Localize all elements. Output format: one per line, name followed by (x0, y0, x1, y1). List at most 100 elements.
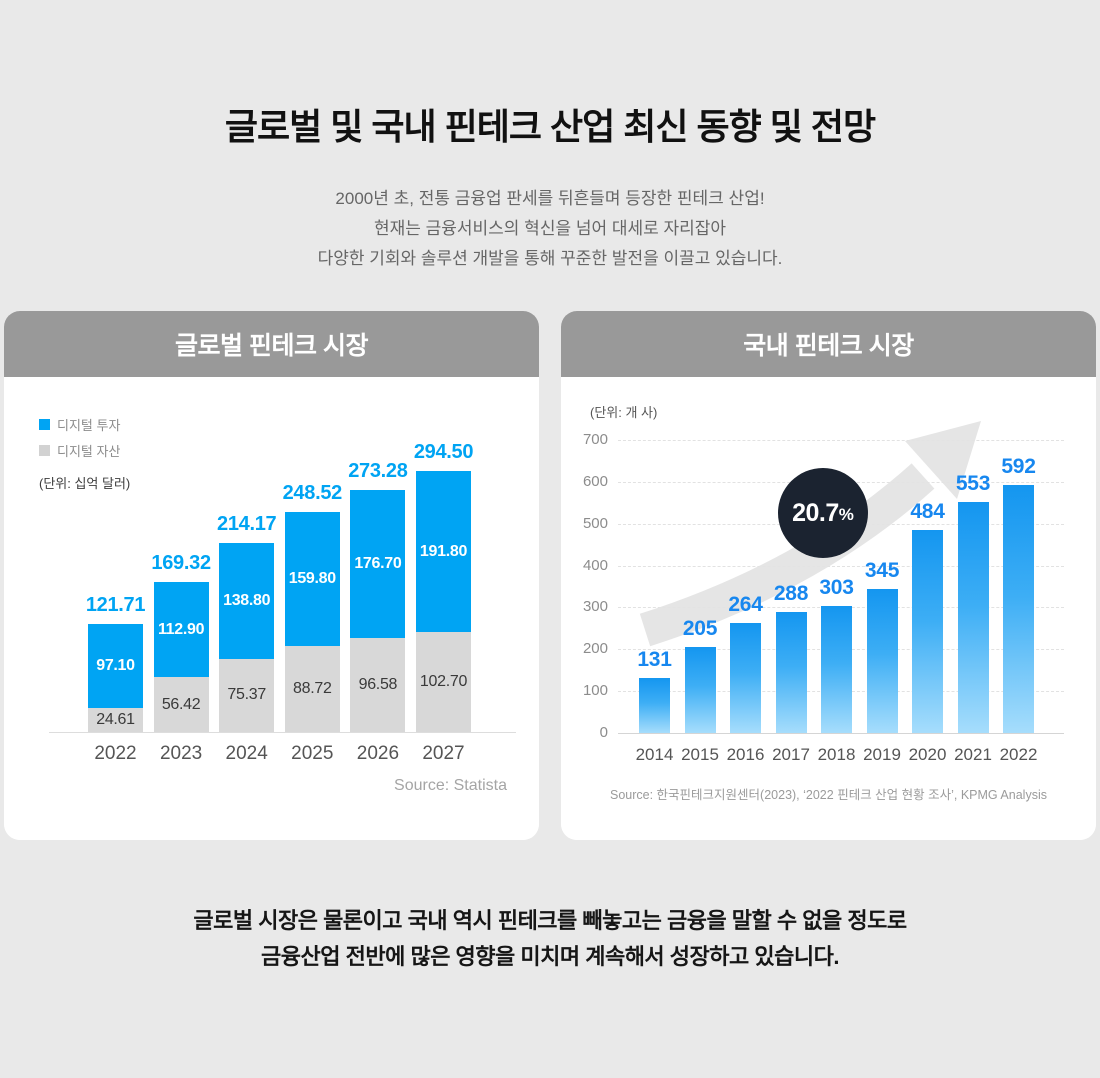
gridline-0 (618, 733, 1064, 734)
footer-line: 글로벌 시장은 물론이고 국내 역시 핀테크를 빼놓고는 금융을 말할 수 없을… (193, 908, 907, 933)
domestic-bar-value-label: 131 (637, 648, 672, 672)
domestic-bar-year-label: 2021 (954, 745, 992, 764)
global-bar-asset-segment: 24.61 (88, 708, 143, 732)
domestic-bar-value-label: 345 (864, 558, 900, 582)
global-bar-total-label: 273.28 (348, 460, 408, 483)
ytick-label-600: 600 (582, 472, 608, 490)
global-bar-asset-segment: 56.42 (153, 677, 209, 732)
legend-label-digital-investment: 디지털 투자 (57, 418, 121, 433)
domestic-bar-year-label: 2016 (726, 745, 765, 764)
global-bar-invest-segment: 176.70 (350, 490, 406, 639)
gridline-400 (618, 565, 1064, 567)
global-bar-total-label: 294.50 (413, 441, 474, 464)
legend-item-digital-investment: 디지털 투자 (39, 415, 130, 434)
legend-swatch-blue (39, 419, 50, 430)
global-bar-2025: 248.52 159.80 88.72 2025 (283, 482, 343, 764)
domestic-bar-year-label: 2015 (681, 745, 719, 764)
ytick-label-100: 100 (582, 682, 608, 700)
subtitle-line: 다양한 기회와 솔루션 개발을 통해 꾸준한 발전을 이끌고 있습니다. (317, 249, 783, 268)
header-section: 글로벌 및 국내 핀테크 산업 최신 동향 및 전망 2000년 초, 전통 금… (0, 0, 1100, 274)
growth-badge: 20.7 % (778, 468, 868, 558)
global-bar-total-label: 169.32 (151, 552, 211, 575)
global-bar-total-label: 121.71 (85, 594, 146, 617)
global-bar-2024: 214.17 138.80 75.37 2024 (217, 513, 277, 765)
domestic-chart-source: Source: 한국핀테크지원센터(2023), ‘2022 핀테크 산업 현황… (610, 788, 1047, 802)
global-bar-invest-segment: 97.10 (88, 624, 143, 709)
global-chart-legend: 디지털 투자 디지털 자산 (단위: 십억 달러) (39, 415, 130, 492)
domestic-bar-year-label: 2019 (863, 745, 901, 764)
domestic-bar-2016: 264 2016 (727, 593, 765, 765)
footer-line: 금융산업 전반에 많은 영향을 미치며 계속해서 성장하고 있습니다. (261, 944, 839, 969)
domestic-bar-2015: 205 2015 (681, 617, 719, 764)
legend-label-digital-asset: 디지털 자산 (57, 444, 121, 459)
domestic-bar-value-label: 592 (1001, 455, 1036, 479)
domestic-bar-2017: 288 2017 (772, 582, 810, 764)
global-card-body: 디지털 투자 디지털 자산 (단위: 십억 달러) 121.71 97.10 24.… (4, 377, 539, 840)
growth-arrow-icon (639, 421, 981, 647)
domestic-bar-2014: 131 2014 (636, 648, 674, 764)
global-bar-invest-segment: 191.80 (416, 471, 471, 633)
ytick-label-300: 300 (582, 598, 608, 616)
domestic-bar-value-label: 288 (773, 582, 809, 606)
domestic-card-body: (단위: 개 사) 0 100 200 300 400 500 600 700 131 2014… (561, 377, 1096, 840)
domestic-bar-2020: 484 2020 (909, 500, 947, 764)
ytick-label-200: 200 (582, 640, 608, 658)
global-bar-2022: 121.71 97.10 24.61 2022 (86, 594, 146, 764)
ytick-label-500: 500 (582, 514, 608, 532)
domestic-bar-value-label: 303 (819, 576, 854, 600)
global-bar-2026: 273.28 176.70 96.58 2026 (348, 460, 408, 764)
global-chart-unit: (단위: 십억 달러) (39, 476, 131, 491)
global-bar-year-label: 2026 (356, 743, 400, 764)
global-bar-invest-segment: 159.80 (284, 512, 340, 646)
global-fintech-card: 글로벌 핀테크 시장 디지털 투자 디지털 자산 (단위: 십억 달러) 121… (4, 311, 539, 840)
global-bar-invest-segment: 112.90 (153, 582, 209, 678)
global-chart-source: Source: Statista (394, 777, 507, 794)
domestic-bar-year-label: 2017 (772, 745, 810, 764)
global-bar-year-label: 2023 (159, 743, 203, 764)
ytick-label-400: 400 (582, 556, 608, 574)
domestic-card-title: 국내 핀테크 시장 (743, 332, 914, 360)
page-subtitle: 2000년 초, 전통 금융업 판세를 뒤흔들며 등장한 핀테크 산업! 현재는… (0, 184, 1100, 274)
global-bar-total-label: 214.17 (217, 512, 277, 535)
domestic-bar-year-label: 2022 (999, 745, 1038, 764)
domestic-chart-unit: (단위: 개 사) (590, 405, 658, 420)
domestic-bar-2018: 303 2018 (818, 576, 856, 764)
legend-item-digital-asset: 디지털 자산 (39, 441, 130, 460)
legend-swatch-gray (39, 445, 50, 456)
global-bar-asset-segment: 96.58 (350, 638, 406, 732)
global-bar-year-label: 2027 (422, 743, 465, 764)
domestic-bar-value-label: 264 (728, 592, 763, 616)
global-bar-asset-segment: 88.72 (284, 645, 340, 732)
domestic-bar-2021: 553 2021 (954, 472, 992, 765)
ytick-label-0: 0 (599, 724, 608, 741)
domestic-bar-year-label: 2014 (635, 745, 674, 764)
domestic-bar-value-label: 205 (682, 617, 718, 641)
global-card-header: 글로벌 핀테크 시장 (4, 311, 539, 377)
domestic-bar-value-label: 553 (955, 471, 991, 495)
subtitle-line: 현재는 금융서비스의 혁신을 넘어 대세로 자리잡아 (373, 219, 727, 238)
global-bar-year-label: 2025 (291, 743, 334, 764)
domestic-bar-year-label: 2020 (908, 745, 947, 764)
footer-text: 글로벌 시장은 물론이고 국내 역시 핀테크를 빼놓고는 금융을 말할 수 없을… (0, 903, 1100, 975)
domestic-bar-2022: 592 2022 (1000, 455, 1038, 764)
global-bar-invest-segment: 138.80 (219, 542, 275, 659)
domestic-bar-value-label: 484 (910, 500, 945, 524)
domestic-bar-2019: 345 2019 (863, 559, 901, 764)
global-bar-2027: 294.50 191.80 102.70 2027 (414, 441, 474, 764)
global-card-title: 글로벌 핀테크 시장 (175, 332, 368, 360)
global-bar-2023: 169.32 112.90 56.42 2023 (151, 552, 211, 764)
global-bar-year-label: 2022 (94, 743, 137, 764)
global-bar-asset-segment: 102.70 (416, 632, 471, 732)
global-bar-year-label: 2024 (225, 743, 268, 764)
growth-badge-value: 20.7 (792, 498, 839, 527)
ytick-label-700: 700 (582, 431, 608, 448)
gridline-700 (618, 440, 1064, 441)
global-bar-asset-segment: 75.37 (219, 658, 275, 732)
global-bar-total-label: 248.52 (282, 482, 343, 505)
page-title: 글로벌 및 국내 핀테크 산업 최신 동향 및 전망 (224, 106, 876, 147)
domestic-card-header: 국내 핀테크 시장 (561, 311, 1096, 377)
domestic-fintech-card: 국내 핀테크 시장 (단위: 개 사) 0 100 200 300 400 500 600 7… (561, 311, 1096, 840)
subtitle-line: 2000년 초, 전통 금융업 판세를 뒤흔들며 등장한 핀테크 산업! (335, 189, 765, 208)
growth-badge-percent: % (838, 505, 854, 524)
